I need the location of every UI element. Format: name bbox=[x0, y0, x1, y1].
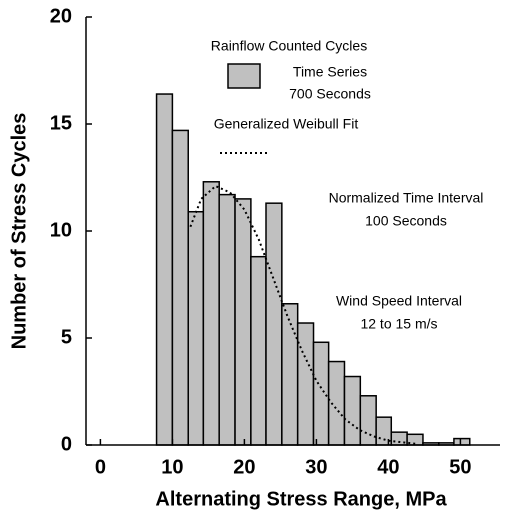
bar bbox=[234, 198, 252, 446]
bar bbox=[171, 129, 189, 446]
y-tick-label: 0 bbox=[61, 433, 72, 455]
bar bbox=[312, 341, 330, 446]
legend-label: 700 Seconds bbox=[289, 86, 371, 102]
y-tick-label: 10 bbox=[50, 219, 72, 241]
bar bbox=[343, 375, 362, 446]
x-tick-label: 20 bbox=[233, 456, 255, 478]
x-axis-title: Alternating Stress Range, MPa bbox=[155, 488, 447, 510]
annotation: 12 to 15 m/s bbox=[360, 316, 437, 332]
bar bbox=[265, 202, 283, 446]
annotation: Rainflow Counted Cycles bbox=[211, 38, 367, 54]
annotation: 100 Seconds bbox=[365, 213, 447, 229]
x-tick-label: 0 bbox=[95, 456, 106, 478]
annotation: Wind Speed Interval bbox=[336, 293, 462, 309]
legend-swatch bbox=[227, 63, 261, 89]
y-axis-title: Number of Stress Cycles bbox=[8, 113, 30, 350]
bar bbox=[202, 181, 220, 446]
x-tick-label: 40 bbox=[377, 456, 399, 478]
x-tick-label: 10 bbox=[161, 456, 183, 478]
y-tick-label: 5 bbox=[61, 326, 72, 348]
bar bbox=[359, 395, 377, 446]
bar bbox=[453, 437, 471, 446]
x-tick-label: 30 bbox=[305, 456, 327, 478]
bar bbox=[218, 193, 236, 446]
bar bbox=[281, 303, 299, 446]
annotation: Normalized Time Interval bbox=[329, 190, 484, 206]
legend-label: Time Series bbox=[293, 64, 367, 80]
bar bbox=[187, 210, 205, 446]
x-tick-label: 50 bbox=[449, 456, 471, 478]
bar bbox=[155, 93, 174, 446]
bar bbox=[296, 322, 315, 446]
bar bbox=[327, 360, 346, 446]
y-tick-label: 20 bbox=[50, 5, 72, 27]
fit-line bbox=[189, 184, 418, 445]
bar bbox=[250, 255, 267, 446]
y-tick-label: 15 bbox=[50, 112, 72, 134]
legend-label: Generalized Weibull Fit bbox=[214, 116, 359, 132]
